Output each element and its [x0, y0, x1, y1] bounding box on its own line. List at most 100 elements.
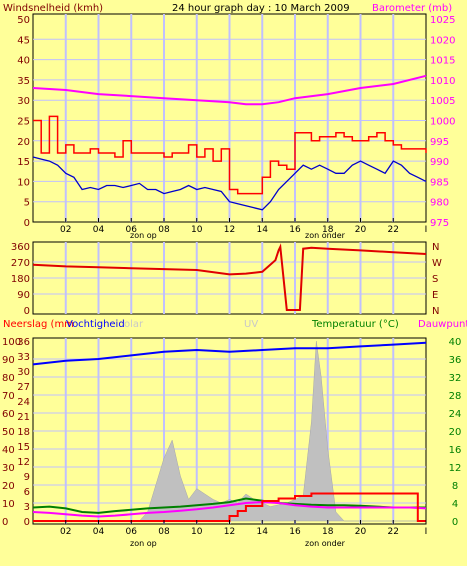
- right-tick-label: 980: [430, 198, 449, 209]
- wind-gust-line: [33, 115, 427, 195]
- sunrise-label-1: zon op: [130, 231, 157, 240]
- solar-area: [33, 340, 426, 522]
- left-tick-label: 25: [17, 117, 30, 128]
- rain-tick-label: 24: [17, 397, 30, 408]
- temperature-tick-label: 20: [449, 427, 462, 438]
- x-tick-label: 18: [322, 225, 334, 235]
- x-tick-label: 14: [257, 225, 269, 235]
- x-tick-label: 04: [93, 225, 105, 235]
- temperature-tick-label: 36: [449, 355, 462, 366]
- humidity-tick-label: 60: [2, 409, 15, 420]
- humidity-tick-label: 50: [2, 427, 15, 438]
- left-tick-label: 10: [17, 177, 30, 188]
- x-tick-label: 12: [224, 527, 235, 537]
- temperature-tick-label: 16: [449, 445, 462, 456]
- rain-tick-label: 27: [17, 382, 30, 393]
- panel3-x-ticks: 02 04 06 08 10 12 14 16 18 20 22 I: [60, 520, 427, 537]
- rain-axis-label: Neerslag (mm: [3, 319, 74, 330]
- right-tick-label: 985: [430, 177, 449, 188]
- rain-tick-label: 18: [17, 427, 30, 438]
- panel2-series: [32, 243, 427, 311]
- x-tick-label: 02: [60, 527, 71, 537]
- dewpoint-axis-label: Dauwpunt: [418, 319, 467, 330]
- right-tick-label: S: [432, 274, 438, 285]
- barometer-axis-label: Barometer (mb): [372, 3, 452, 14]
- x-tick-label: 08: [158, 225, 170, 235]
- panel3-series: [32, 340, 427, 522]
- right-tick-label: N: [432, 306, 439, 317]
- right-tick-label: N: [432, 242, 439, 253]
- rain-tick-label: 30: [17, 367, 30, 378]
- left-tick-label: 40: [17, 56, 30, 67]
- right-tick-label: W: [432, 258, 442, 269]
- left-tick-label: 50: [17, 15, 30, 26]
- humidity-tick-label: 20: [2, 481, 15, 492]
- x-tick-label: I: [425, 225, 428, 235]
- right-tick-label: 990: [430, 157, 449, 168]
- left-tick-label: 180: [11, 274, 30, 285]
- humidity-tick-label: 80: [2, 373, 15, 384]
- left-tick-label: 0: [24, 306, 30, 317]
- temperature-tick-label: 32: [449, 373, 462, 384]
- rain-tick-label: 6: [24, 487, 30, 498]
- sunset-label-3: zon onder: [305, 539, 346, 548]
- x-tick-label: 16: [289, 225, 301, 235]
- panel1-grid: [64, 14, 395, 222]
- right-tick-label: 1005: [430, 96, 455, 107]
- left-tick-label: 15: [17, 157, 30, 168]
- x-tick-label: 22: [388, 225, 399, 235]
- left-tick-label: 35: [17, 76, 30, 87]
- rain-tick-label: 21: [17, 412, 30, 423]
- right-tick-label: 1015: [430, 56, 455, 67]
- rain-tick-label: 0: [24, 517, 30, 528]
- right-tick-label: 1020: [430, 35, 455, 46]
- left-tick-label: 45: [17, 35, 30, 46]
- wind-axis-label: Windsnelheid (kmh): [3, 3, 103, 14]
- right-tick-label: 1000: [430, 117, 455, 128]
- x-tick-label: 10: [191, 527, 203, 537]
- left-tick-label: 90: [17, 290, 30, 301]
- rain-tick-label: 9: [24, 472, 30, 483]
- temperature-tick-label: 8: [452, 481, 458, 492]
- rain-tick-label: 36: [17, 337, 30, 348]
- left-tick-label: 30: [17, 96, 30, 107]
- temperature-tick-label: 24: [449, 409, 462, 420]
- x-tick-label: 16: [289, 527, 301, 537]
- x-tick-label: I: [425, 527, 428, 537]
- right-tick-label: E: [432, 290, 438, 301]
- uv-axis-label: UV: [244, 319, 258, 330]
- humidity-tick-label: 30: [2, 463, 15, 474]
- right-tick-label: 975: [430, 218, 449, 229]
- temperature-axis-label: Temperatuur (°C): [311, 319, 399, 330]
- x-tick-label: 20: [355, 527, 367, 537]
- sunrise-label-3: zon op: [130, 539, 157, 548]
- x-tick-label: 06: [126, 527, 138, 537]
- sunset-label-1: zon onder: [305, 231, 346, 240]
- temperature-line: [32, 497, 426, 514]
- temperature-tick-label: 4: [452, 499, 458, 510]
- panel1-series: [32, 74, 427, 211]
- rain-tick-label: 15: [17, 442, 30, 453]
- barometer-line: [32, 74, 427, 106]
- panel2-left-ticks: 360 270 180 90 0: [11, 242, 426, 317]
- humidity-tick-label: 40: [2, 445, 15, 456]
- temperature-tick-label: 0: [452, 517, 458, 528]
- left-tick-label: 5: [24, 198, 30, 209]
- right-tick-label: 1025: [430, 15, 455, 26]
- temperature-tick-label: 40: [449, 337, 462, 348]
- humidity-tick-label: 100: [2, 337, 21, 348]
- panel-humidity-temperature: 1009080706050403020100363330272421181512…: [2, 337, 461, 548]
- rain-tick-label: 33: [17, 352, 30, 363]
- wind-average-line: [32, 156, 427, 211]
- dewpoint-line: [32, 501, 427, 518]
- x-tick-label: 06: [126, 225, 138, 235]
- rain-tick-label: 3: [24, 502, 30, 513]
- left-tick-label: 0: [24, 218, 30, 229]
- panel1-right-ticks: 1025 1020 1015 1010 1005 1000 995 990 985 980 975: [430, 15, 455, 229]
- left-tick-label: 360: [11, 242, 30, 253]
